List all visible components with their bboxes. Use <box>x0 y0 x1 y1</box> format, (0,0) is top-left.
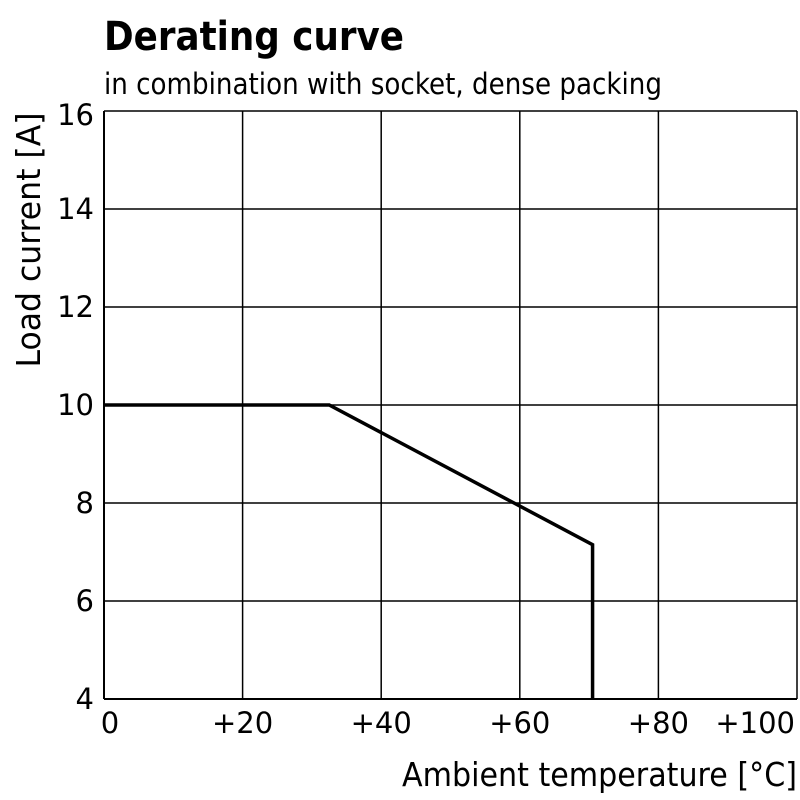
y-tick-label: 8 <box>76 486 94 520</box>
y-tick-label: 6 <box>76 584 94 618</box>
x-tick-label: +80 <box>628 706 689 740</box>
chart-title: Derating curve <box>104 14 404 60</box>
y-tick-label: 10 <box>57 388 94 422</box>
x-tick-label: +40 <box>351 706 412 740</box>
y-tick-label: 4 <box>76 682 94 716</box>
x-tick-label: +20 <box>212 706 273 740</box>
y-tick-label: 12 <box>57 290 94 324</box>
x-tick-label: +60 <box>489 706 550 740</box>
chart-subtitle: in combination with socket, dense packin… <box>104 67 662 101</box>
y-tick-label: 14 <box>57 192 94 226</box>
y-tick-label: 16 <box>57 98 94 132</box>
y-axis-label: Load current [A] <box>9 113 48 368</box>
x-tick-label: +100 <box>715 706 795 740</box>
x-axis-label: Ambient temperature [°C] <box>402 755 797 794</box>
series-line <box>104 403 595 699</box>
x-tick-label: 0 <box>101 706 119 740</box>
